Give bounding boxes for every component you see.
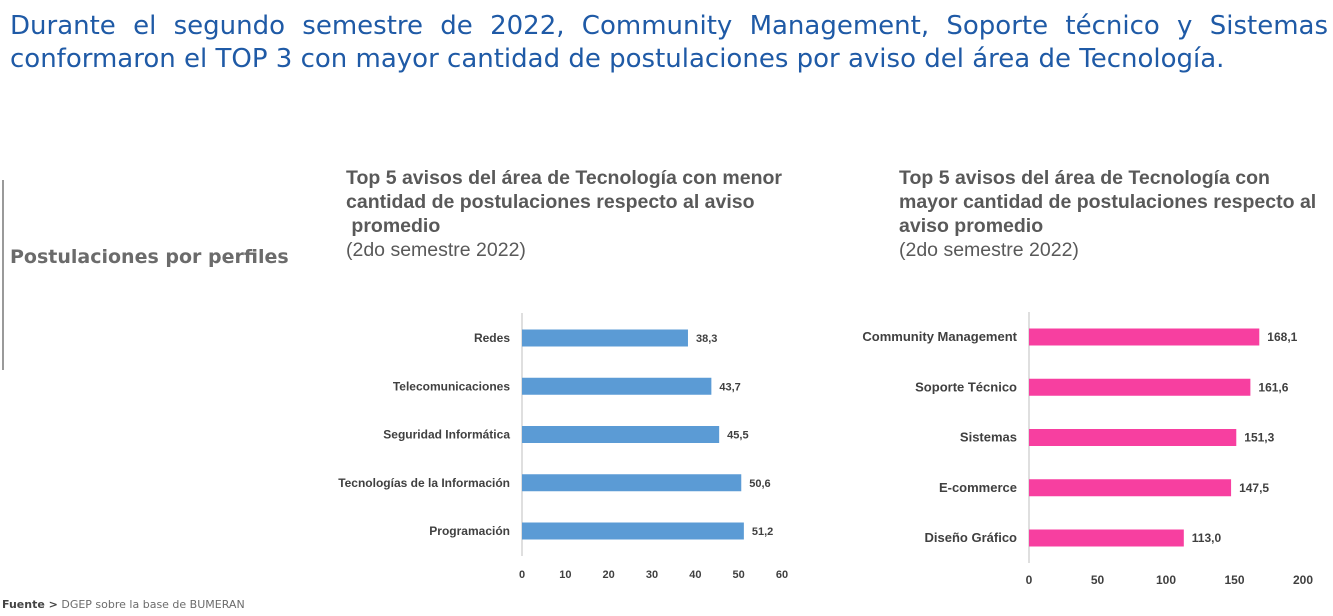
chart-1-tick-label: 50	[733, 569, 745, 581]
chart-2-tick-label: 150	[1224, 573, 1244, 587]
chart-1-bar	[522, 522, 744, 540]
chart-1-category-label: Redes	[474, 331, 510, 345]
chart-1-category-label: Programación	[429, 524, 510, 538]
chart-2-bar	[1029, 429, 1237, 446]
chart-2-category-label: E-commerce	[939, 480, 1017, 495]
source-label: Fuente >	[2, 598, 58, 611]
chart-1-bar	[522, 377, 712, 395]
chart-2-title: Top 5 avisos del área de Tecnología con …	[899, 166, 1316, 262]
chart-2-category-label: Community Management	[862, 329, 1017, 344]
chart-1-category-label: Tecnologías de la Información	[338, 476, 510, 490]
chart-1-tick-label: 40	[689, 569, 701, 581]
chart-2-tick-label: 50	[1091, 573, 1105, 587]
chart-2-title-line-2: mayor cantidad de postulaciones respecto…	[899, 191, 1317, 213]
chart-2-title-line-1: Top 5 avisos del área de Tecnología con	[899, 167, 1270, 189]
chart-2-bar	[1029, 328, 1260, 346]
chart-2-category-label: Soporte Técnico	[915, 379, 1017, 394]
chart-2-title-line-3: aviso promedio	[899, 215, 1044, 237]
chart-1-title-line-1: Top 5 avisos del área de Tecnología con …	[346, 167, 782, 189]
chart-1-value-label: 43,7	[719, 381, 740, 393]
chart-2-value-label: 161,6	[1258, 380, 1288, 394]
chart-2-value-label: 113,0	[1192, 531, 1222, 545]
chart-1-category-label: Telecomunicaciones	[393, 379, 510, 393]
side-divider	[2, 180, 4, 370]
chart-1-tick-label: 10	[559, 569, 571, 581]
chart-1-title-line-2: cantidad de postulaciones respecto al av…	[346, 191, 755, 213]
chart-1-value-label: 51,2	[752, 526, 773, 538]
chart-1-subtitle: (2do semestre 2022)	[346, 239, 526, 261]
chart-2-value-label: 147,5	[1239, 481, 1269, 495]
chart-2-tick-label: 100	[1156, 573, 1176, 587]
chart-2-subtitle: (2do semestre 2022)	[899, 239, 1079, 261]
section-label: Postulaciones por perfiles	[10, 246, 289, 268]
chart-1-tick-label: 60	[776, 569, 788, 581]
chart-1-bar	[522, 329, 688, 347]
chart-1-tick-label: 20	[603, 569, 615, 581]
chart-1-title-line-3: promedio	[346, 215, 441, 237]
chart-1-tick-label: 0	[519, 569, 525, 581]
chart-2-bar	[1029, 378, 1251, 396]
chart-1-title: Top 5 avisos del área de Tecnología con …	[346, 166, 782, 262]
chart-1-value-label: 50,6	[749, 478, 770, 490]
source-text: DGEP sobre la base de BUMERAN	[61, 598, 245, 611]
chart-1-bar	[522, 474, 742, 492]
chart-2-bar	[1029, 479, 1232, 497]
chart-1-category-label: Seguridad Informática	[383, 428, 510, 442]
headline-line-2: conformaron el TOP 3 con mayor cantidad …	[10, 44, 1225, 74]
chart-2-value-label: 151,3	[1244, 431, 1274, 445]
chart-2-tick-label: 0	[1026, 573, 1033, 587]
source-note: Fuente > DGEP sobre la base de BUMERAN	[2, 598, 245, 611]
headline: Durante el segundo semestre de 2022, Com…	[10, 10, 1328, 76]
chart-2-category-label: Diseño Gráfico	[925, 530, 1018, 545]
chart-1-value-label: 38,3	[696, 333, 717, 345]
chart-1-value-label: 45,5	[727, 430, 748, 442]
chart-2-tick-label: 200	[1293, 573, 1313, 587]
chart-1-bar	[522, 426, 720, 443]
chart-2-bar	[1029, 529, 1184, 547]
chart-1-tick-label: 30	[646, 569, 658, 581]
chart-2-category-label: Sistemas	[960, 430, 1017, 445]
headline-line-1: Durante el segundo semestre de 2022, Com…	[10, 11, 1328, 41]
chart-2-value-label: 168,1	[1267, 330, 1297, 344]
